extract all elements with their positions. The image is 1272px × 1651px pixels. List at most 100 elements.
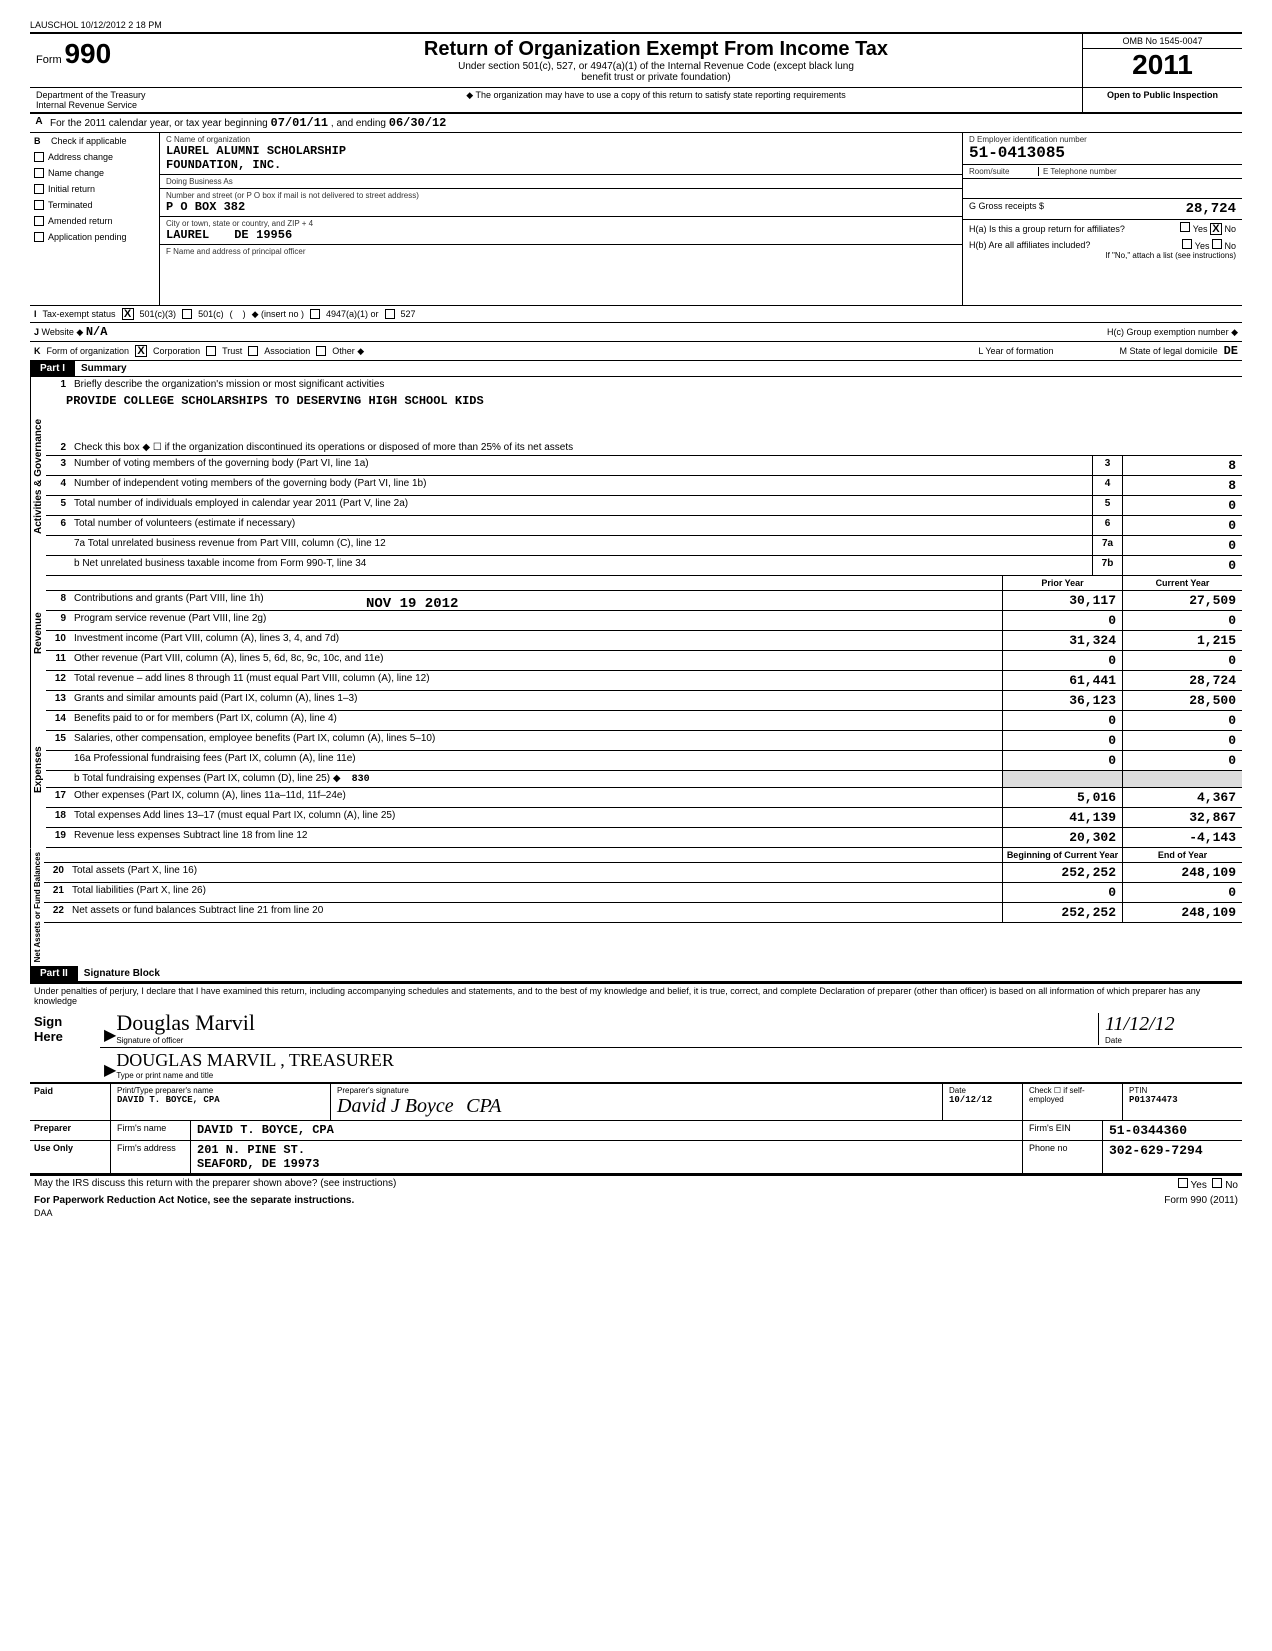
row-a-text2: , and ending — [331, 118, 386, 129]
line-10-text: Investment income (Part VIII, column (A)… — [70, 631, 1002, 650]
preparer-date: 10/12/12 — [949, 1095, 1016, 1105]
prep-sig-hdr: Preparer's signature — [337, 1086, 936, 1095]
vert-net: Net Assets or Fund Balances — [30, 848, 44, 966]
check-address-change[interactable] — [34, 152, 44, 162]
check-pending[interactable] — [34, 232, 44, 242]
line-14-text: Benefits paid to or for members (Part IX… — [70, 711, 1002, 730]
hb-yes-check[interactable] — [1182, 239, 1192, 249]
daa-label: DAA — [30, 1208, 1242, 1218]
gross-receipts: 28,724 — [1186, 201, 1236, 217]
check-applicable: Check if applicable — [51, 136, 127, 146]
received-stamp: NOV 19 2012 — [366, 596, 458, 612]
ha-yes-check[interactable] — [1180, 222, 1190, 232]
line-16b-shade1 — [1002, 771, 1122, 787]
prep-ptin-hdr: PTIN — [1129, 1086, 1236, 1095]
title-row: Form 990 Return of Organization Exempt F… — [30, 32, 1242, 88]
line-16b-shade2 — [1122, 771, 1242, 787]
org-zip: 19956 — [256, 228, 292, 242]
row-i: I Tax-exempt status X 501(c)(3) 501(c) (… — [30, 306, 1242, 323]
line-14-prior: 0 — [1002, 711, 1122, 730]
irs-no-check[interactable] — [1212, 1178, 1222, 1188]
check-label-3: Terminated — [48, 200, 93, 210]
form-label: Form — [36, 54, 62, 66]
hb-note: If "No," attach a list (see instructions… — [969, 251, 1236, 260]
hb-no-check[interactable] — [1212, 239, 1222, 249]
opt-4947: 4947(a)(1) or — [326, 309, 379, 319]
line-7b-box: 7b — [1092, 556, 1122, 575]
line-4-val: 8 — [1122, 476, 1242, 495]
opt-corp: Corporation — [153, 346, 200, 356]
preparer-signature: David J Boyce — [337, 1095, 454, 1117]
check-501c[interactable] — [182, 309, 192, 319]
label-l: L Year of formation — [978, 346, 1053, 356]
line-13-curr: 28,500 — [1122, 691, 1242, 710]
line-21-begin: 0 — [1002, 883, 1122, 902]
org-name-2: FOUNDATION, INC. — [166, 158, 956, 172]
line-3-box: 3 — [1092, 456, 1122, 475]
line-10-curr: 1,215 — [1122, 631, 1242, 650]
check-assoc[interactable] — [248, 346, 258, 356]
line-5-text: Total number of individuals employed in … — [70, 496, 1092, 515]
irs-discuss-text: May the IRS discuss this return with the… — [34, 1178, 396, 1191]
irs-yes-check[interactable] — [1178, 1178, 1188, 1188]
label-i: I — [34, 309, 37, 319]
line-15-curr: 0 — [1122, 731, 1242, 750]
part-1-title: Summary — [75, 361, 133, 376]
ha-no-check[interactable]: X — [1210, 223, 1222, 235]
firm-addr-2: SEAFORD, DE 19973 — [197, 1157, 1016, 1171]
check-other[interactable] — [316, 346, 326, 356]
part-2-title: Signature Block — [78, 966, 166, 981]
vert-revenue: Revenue — [30, 576, 46, 691]
state-domicile: DE — [1224, 344, 1238, 358]
ha-no: No — [1224, 224, 1236, 234]
check-4947[interactable] — [310, 309, 320, 319]
line-16a-text: 16a Professional fundraising fees (Part … — [70, 751, 1002, 770]
line-21-text: Total liabilities (Part X, line 26) — [68, 883, 1002, 902]
label-hb: H(b) Are all affiliates included? — [969, 240, 1090, 250]
line-5-box: 5 — [1092, 496, 1122, 515]
org-name-1: LAUREL ALUMNI SCHOLARSHIP — [166, 144, 956, 158]
check-amended[interactable] — [34, 216, 44, 226]
line-19-text: Revenue less expenses Subtract line 18 f… — [70, 828, 1002, 847]
firm-phone: 302-629-7294 — [1102, 1141, 1242, 1173]
line-18-text: Total expenses Add lines 13–17 (must equ… — [70, 808, 1002, 827]
dept-irs: Internal Revenue Service — [36, 100, 224, 110]
line-16a-curr: 0 — [1122, 751, 1242, 770]
sig-officer-label: Signature of officer — [116, 1036, 1098, 1045]
check-name-change[interactable] — [34, 168, 44, 178]
opt-insert: ◆ (insert no ) — [252, 309, 304, 320]
label-phone: E Telephone number — [1039, 167, 1117, 176]
label-k: K — [34, 346, 41, 356]
check-initial-return[interactable] — [34, 184, 44, 194]
hdr-end-year: End of Year — [1122, 848, 1242, 862]
row-j-text: Website ◆ — [42, 327, 84, 337]
tax-year-end: 06/30/12 — [389, 116, 447, 130]
line-9-prior: 0 — [1002, 611, 1122, 630]
opt-other: Other ◆ — [332, 346, 364, 357]
check-501c3[interactable]: X — [122, 308, 134, 320]
subtitle-1: Under section 501(c), 527, or 4947(a)(1)… — [240, 61, 1072, 72]
check-trust[interactable] — [206, 346, 216, 356]
website-value: N/A — [86, 325, 108, 339]
line-20-end: 248,109 — [1122, 863, 1242, 882]
line-7b-text: b Net unrelated business taxable income … — [70, 556, 1092, 575]
line-17-curr: 4,367 — [1122, 788, 1242, 807]
check-527[interactable] — [385, 309, 395, 319]
sign-date: 11/12/12 — [1105, 1013, 1238, 1036]
label-j: J — [34, 327, 39, 337]
check-corp[interactable]: X — [135, 345, 147, 357]
part-2-label: Part II — [30, 966, 78, 981]
prep-self-emp: Check ☐ if self-employed — [1022, 1084, 1122, 1120]
ein-value: 51-0413085 — [969, 144, 1236, 162]
subtitle-2: benefit trust or private foundation) — [240, 72, 1072, 83]
firm-phone-label: Phone no — [1022, 1141, 1102, 1173]
perjury-declaration: Under penalties of perjury, I declare th… — [30, 984, 1242, 1008]
label-dba: Doing Business As — [166, 177, 233, 186]
officer-signature: Douglas Marvil — [116, 1010, 1098, 1036]
line-7b-val: 0 — [1122, 556, 1242, 575]
irs-discuss-row: May the IRS discuss this return with the… — [30, 1175, 1242, 1193]
line-7a-val: 0 — [1122, 536, 1242, 555]
check-terminated[interactable] — [34, 200, 44, 210]
section-b: B Check if applicable Address change Nam… — [30, 133, 1242, 306]
opt-501c3: 501(c)(3) — [140, 309, 177, 319]
